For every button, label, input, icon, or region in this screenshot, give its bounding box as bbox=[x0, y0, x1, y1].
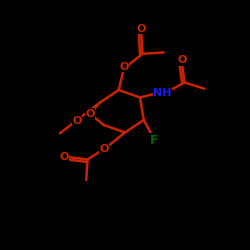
Text: O: O bbox=[85, 109, 95, 119]
Text: O: O bbox=[177, 55, 187, 65]
Text: O: O bbox=[119, 62, 128, 72]
Text: F: F bbox=[150, 134, 158, 146]
Text: O: O bbox=[59, 152, 69, 162]
Text: O: O bbox=[136, 24, 146, 34]
Text: O: O bbox=[72, 116, 82, 126]
Text: O: O bbox=[100, 144, 109, 154]
Text: NH: NH bbox=[153, 88, 172, 98]
